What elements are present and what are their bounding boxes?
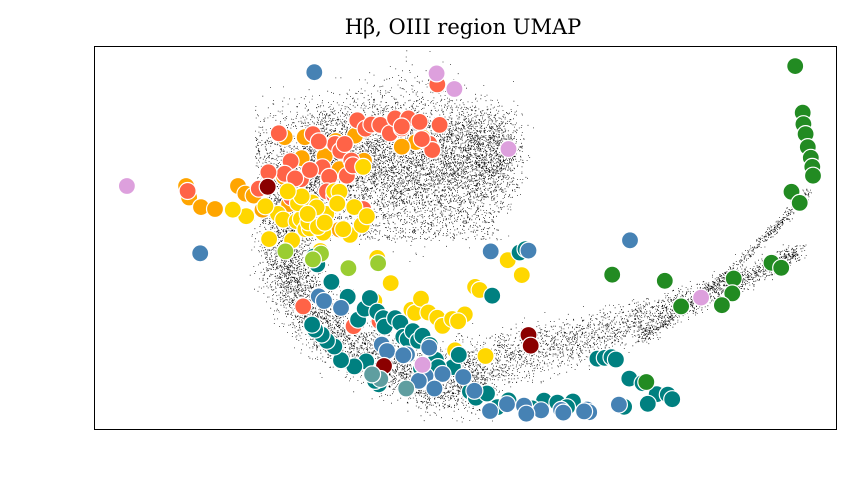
scatter-point [772, 258, 791, 277]
scatter-point [449, 345, 468, 364]
scatter-point [663, 390, 682, 409]
scatter-point [723, 284, 742, 303]
scatter-point [638, 394, 657, 413]
scatter-point [397, 379, 416, 398]
scatter-point [191, 244, 210, 263]
scatter-point [483, 286, 502, 305]
scatter-point [117, 176, 137, 196]
scatter-point [300, 160, 319, 180]
scatter-point [278, 182, 297, 201]
scatter-point [357, 207, 376, 226]
scatter-point [298, 204, 317, 223]
scatter-point [269, 124, 288, 143]
scatter-point [803, 166, 823, 185]
scatter-point [331, 298, 351, 317]
scatter-point [465, 381, 484, 400]
scatter-point [476, 346, 495, 366]
scatter-point [454, 367, 473, 387]
scatter-point [410, 112, 429, 132]
scatter-point [606, 350, 626, 369]
scatter-point [671, 297, 691, 316]
scatter-point [345, 198, 364, 217]
scatter-point [205, 199, 225, 219]
scatter-point [394, 346, 413, 365]
scatter-point [430, 115, 449, 135]
scatter-point [786, 56, 805, 76]
scatter-point [322, 272, 341, 291]
scatter-point [303, 315, 322, 334]
scatter-point [420, 338, 439, 357]
scatter-point [449, 312, 468, 331]
scatter-point [256, 197, 275, 216]
scatter-point [314, 291, 334, 311]
scatter-point [305, 63, 324, 82]
scatter-point [354, 157, 373, 176]
scatter-point [294, 297, 313, 316]
scatter-point [411, 289, 431, 308]
scatter-point [425, 379, 444, 398]
scatter-point [481, 242, 500, 261]
scatter-point [517, 404, 536, 423]
scatter-point [377, 342, 397, 361]
scatter-point [712, 296, 732, 315]
scatter-point [637, 372, 656, 392]
scatter-point [412, 130, 431, 149]
scatter-point [369, 254, 388, 273]
scatter-point [691, 288, 711, 307]
scatter-point [519, 241, 538, 260]
scatter-point [303, 250, 322, 269]
scatter-point [363, 365, 382, 384]
scatter-point [328, 194, 347, 213]
scatter-point [554, 403, 573, 422]
plot-frame [94, 46, 837, 430]
scatter-point [309, 132, 328, 151]
chart-title: Hβ, OIII region UMAP [345, 15, 582, 39]
scatter-point [339, 259, 358, 278]
scatter-point [381, 274, 400, 293]
scatter-point [258, 177, 277, 196]
scatter-point [574, 402, 594, 421]
scatter-point [413, 355, 432, 374]
scatter-point [315, 213, 334, 232]
scatter-point [609, 395, 629, 414]
scatter-point [655, 271, 674, 290]
scatter-point [512, 266, 531, 285]
scatter-point [620, 231, 640, 250]
scatter-point [480, 401, 500, 421]
scatter-point [178, 181, 197, 201]
scatter-point [423, 141, 442, 160]
scatter-point [392, 117, 411, 136]
scatter-point [223, 200, 242, 219]
scatter-point [497, 395, 517, 414]
scatter-point [334, 220, 353, 239]
scatter-point [335, 134, 354, 154]
scatter-point [433, 364, 452, 384]
scatter-point [603, 265, 622, 284]
scatter-point [276, 242, 295, 261]
scatter-point [521, 336, 540, 355]
scatter-point [260, 230, 279, 249]
scatter-point [790, 193, 809, 212]
scatter-point [445, 79, 464, 99]
scatter-markers [117, 56, 823, 423]
scatter-point [531, 401, 551, 420]
scatter-point [427, 64, 446, 83]
scatter-point [392, 137, 411, 156]
scatter-point [499, 139, 518, 159]
